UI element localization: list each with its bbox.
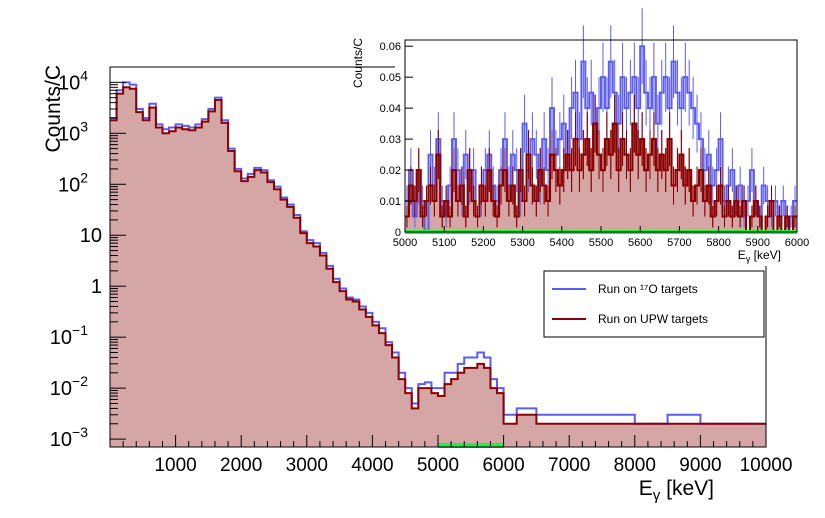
x-tick-label-7: 8000 xyxy=(614,455,656,476)
inset-x-tick-label-0: 5000 xyxy=(393,237,417,249)
inset-y-axis-title: Counts/C xyxy=(351,38,365,88)
y-tick-label-1: 10−2 xyxy=(50,373,88,400)
x-tick-label-6: 7000 xyxy=(548,455,590,476)
inset-x-tick-label-1: 5100 xyxy=(432,237,456,249)
y-tick-label-7: 104 xyxy=(58,67,88,94)
inset-y-tick-label-4: 0.04 xyxy=(380,103,401,115)
series-line-1 xyxy=(110,86,766,425)
y-axis-title: Counts/C xyxy=(42,65,65,153)
x-tick-label-4: 5000 xyxy=(417,455,459,476)
inset-x-tick-label-4: 5400 xyxy=(550,237,574,249)
x-tick-label-1: 2000 xyxy=(220,455,262,476)
x-tick-label-0: 1000 xyxy=(154,455,196,476)
inset-series-upw-top xyxy=(405,122,797,233)
highlight-range-bar xyxy=(438,443,504,448)
y-tick-label-5: 102 xyxy=(58,169,88,196)
inset-x-tick-label-8: 5800 xyxy=(706,237,730,249)
x-tick-label-8: 9000 xyxy=(679,455,721,476)
x-tick-label-9: 10000 xyxy=(740,455,793,476)
y-tick-label-3: 1 xyxy=(91,276,102,298)
inset-x-axis-title: Eγ [keV] xyxy=(738,248,781,264)
x-tick-label-3: 4000 xyxy=(351,455,393,476)
y-tick-label-4: 10 xyxy=(80,225,102,247)
y-tick-label-0: 10−3 xyxy=(50,424,88,451)
inset-x-tick-label-3: 5300 xyxy=(510,237,534,249)
inset-y-tick-label-0: 0 xyxy=(395,227,401,239)
inset-y-tick-label-3: 0.03 xyxy=(380,134,401,146)
inset-series-upw-fill xyxy=(405,123,797,232)
inset-y-tick-label-5: 0.05 xyxy=(380,72,401,84)
inset-x-tick-label-5: 5500 xyxy=(589,237,613,249)
inset-x-tick-label-10: 6000 xyxy=(785,237,809,249)
inset-plot: 5000 5100 5200 5300 5400 5500 5600 5700 5800 5900… xyxy=(351,8,809,266)
inset-y-tick-label-2: 0.02 xyxy=(380,165,401,177)
x-axis-title: Eγ [keV] xyxy=(639,477,714,504)
legend-label-0: Run on ¹⁷O targets xyxy=(598,282,698,296)
main-plot: 1000 2000 3000 4000 5000 6000 7000 8000 9000 1000… xyxy=(42,65,792,504)
y-tick-label-2: 10−1 xyxy=(50,322,88,349)
inset-y-tick-label-1: 0.01 xyxy=(380,196,401,208)
x-tick-label-2: 3000 xyxy=(286,455,328,476)
legend-label-1: Run on UPW targets xyxy=(598,312,708,326)
inset-y-tick-label-6: 0.06 xyxy=(380,41,401,53)
inset-x-tick-label-6: 5600 xyxy=(628,237,652,249)
y-tick-label-6: 103 xyxy=(58,118,88,145)
area-fill xyxy=(110,87,766,447)
inset-x-tick-label-2: 5200 xyxy=(471,237,495,249)
legend: Run on ¹⁷O targets Run on UPW targets xyxy=(543,270,765,338)
inset-x-tick-label-7: 5700 xyxy=(667,237,691,249)
legend-box xyxy=(543,270,765,338)
x-tick-label-5: 6000 xyxy=(482,455,524,476)
inset-x-tick-label-9: 5900 xyxy=(746,237,770,249)
